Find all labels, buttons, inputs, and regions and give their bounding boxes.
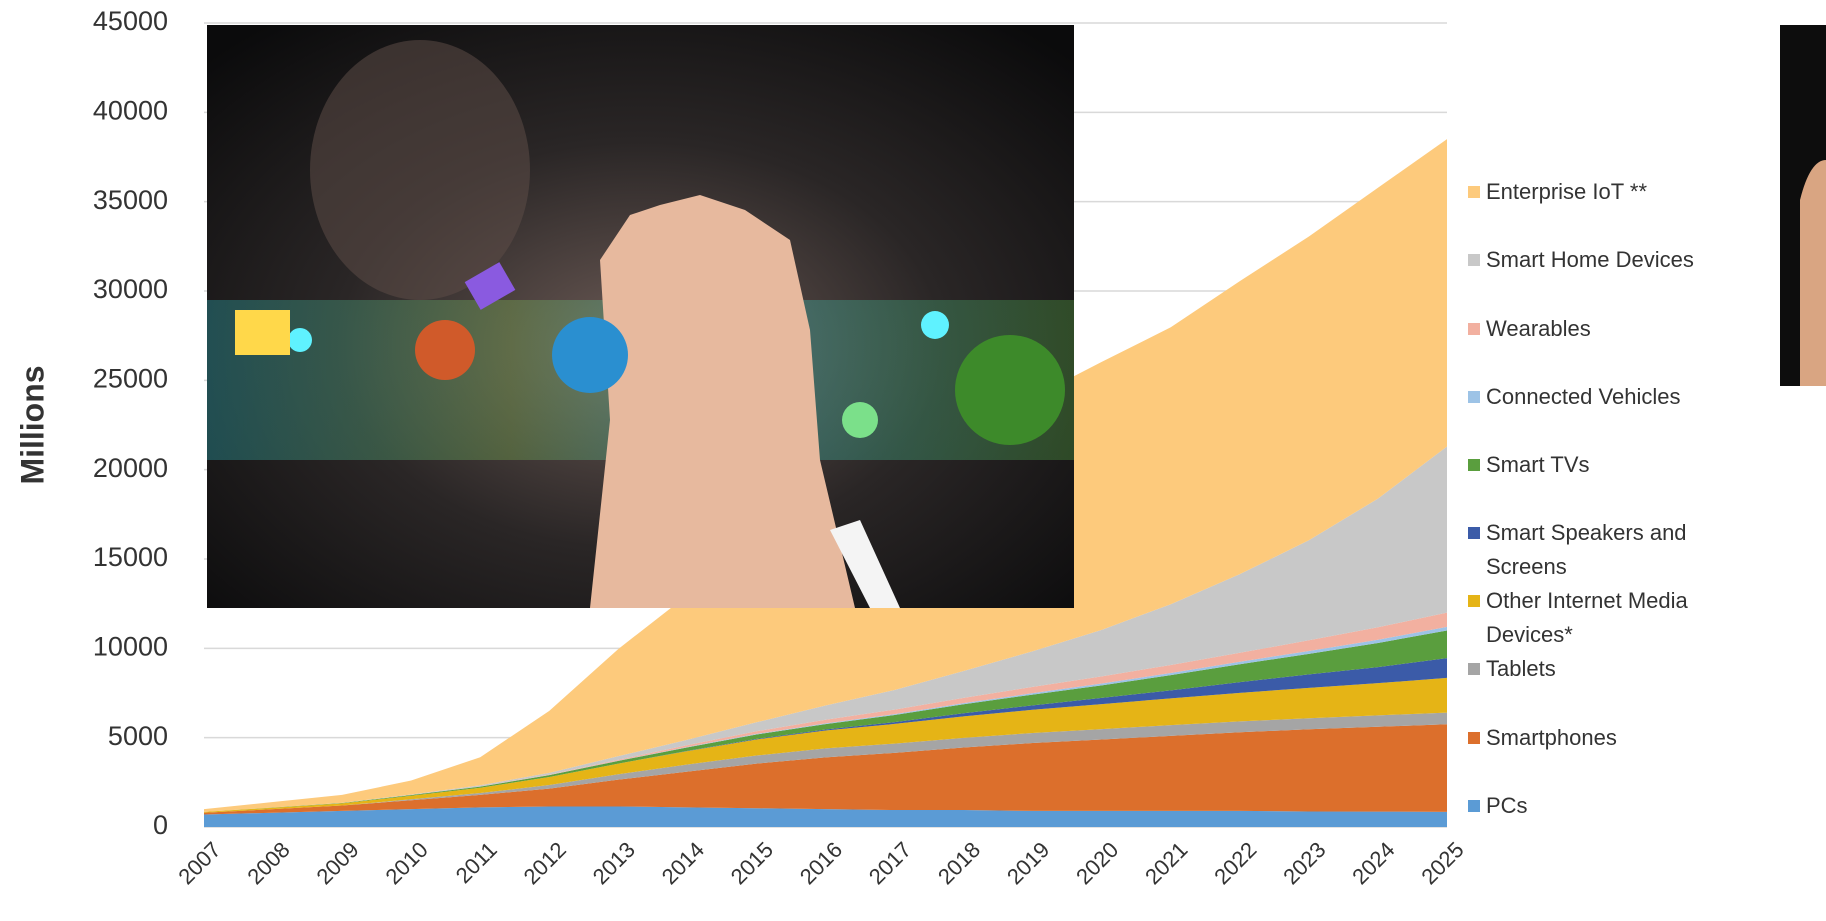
x-tick-label: 2008 — [242, 837, 294, 889]
x-tick-label: 2007 — [173, 837, 225, 889]
x-tick-label: 2012 — [519, 837, 571, 889]
y-tick-label: 15000 — [93, 542, 168, 572]
area — [204, 677, 1447, 813]
y-tick-label: 20000 — [93, 453, 168, 483]
legend-label: Smart Home Devices — [1486, 247, 1694, 272]
legend-swatch — [1468, 800, 1480, 812]
legend-label: Smart TVs — [1486, 452, 1590, 477]
legend-item: Other Internet Media Devices* — [1468, 584, 1756, 652]
legend-item: Tablets — [1468, 652, 1756, 686]
legend-item: Smart Speakers and Screens — [1468, 516, 1756, 584]
x-tick-label: 2025 — [1416, 837, 1468, 889]
x-tick-label: 2014 — [657, 837, 709, 889]
legend-label: Smart Speakers and Screens — [1486, 520, 1687, 579]
legend-swatch — [1468, 323, 1480, 335]
area — [204, 712, 1447, 813]
x-tick-label: 2011 — [451, 837, 502, 888]
legend-item: Smart Home Devices — [1468, 243, 1756, 277]
legend-item: PCs — [1468, 789, 1756, 823]
area — [204, 446, 1447, 812]
legend-label: Other Internet Media Devices* — [1486, 588, 1688, 647]
legend-swatch — [1468, 254, 1480, 266]
y-tick-label: 35000 — [93, 185, 168, 215]
legend-swatch — [1468, 186, 1480, 198]
x-tick-label: 2018 — [933, 837, 985, 889]
x-tick-label: 2013 — [588, 837, 640, 889]
y-axis-label: Millions — [14, 365, 50, 484]
x-tick-label: 2020 — [1071, 837, 1123, 889]
x-tick-label: 2019 — [1002, 837, 1054, 889]
legend-label: PCs — [1486, 793, 1528, 818]
y-tick-label: 25000 — [93, 363, 168, 393]
y-tick-label: 40000 — [93, 95, 168, 125]
legend-swatch — [1468, 459, 1480, 471]
area — [204, 139, 1447, 812]
legend-label: Smartphones — [1486, 725, 1617, 750]
legend-item: Enterprise IoT ** — [1468, 175, 1756, 209]
x-tick-label: 2017 — [864, 837, 916, 889]
x-tick-label: 2024 — [1347, 837, 1399, 889]
y-tick-label: 5000 — [108, 721, 168, 751]
y-tick-label: 0 — [153, 810, 168, 840]
legend-label: Tablets — [1486, 656, 1556, 681]
photo — [207, 25, 1074, 608]
legend-item: Wearables — [1468, 312, 1756, 346]
x-tick-label: 2023 — [1278, 837, 1330, 889]
legend-swatch — [1468, 527, 1480, 539]
legend-label: Enterprise IoT ** — [1486, 179, 1648, 204]
area — [204, 724, 1447, 815]
x-tick-label: 2022 — [1209, 837, 1261, 889]
legend-item: Smart TVs — [1468, 448, 1756, 482]
legend-item: Connected Vehicles — [1468, 380, 1756, 414]
y-tick-label: 45000 — [93, 6, 168, 36]
photo — [1780, 25, 1826, 386]
x-tick-label: 2015 — [726, 837, 778, 889]
legend-label: Wearables — [1486, 316, 1591, 341]
legend-swatch — [1468, 595, 1480, 607]
area — [204, 806, 1447, 827]
x-tick-label: 2021 — [1140, 837, 1192, 889]
x-tick-label: 2009 — [311, 837, 363, 889]
legend-swatch — [1468, 732, 1480, 744]
legend-item: Smartphones — [1468, 721, 1756, 755]
legend-swatch — [1468, 391, 1480, 403]
legend-swatch — [1468, 663, 1480, 675]
x-tick-label: 2010 — [381, 837, 433, 889]
y-tick-label: 30000 — [93, 274, 168, 304]
legend-label: Connected Vehicles — [1486, 384, 1681, 409]
x-tick-label: 2016 — [795, 837, 847, 889]
y-tick-label: 10000 — [93, 631, 168, 661]
area — [204, 658, 1447, 812]
